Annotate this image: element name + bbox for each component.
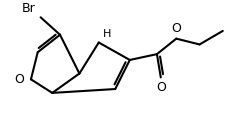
Text: O: O	[171, 22, 181, 35]
Text: Br: Br	[22, 2, 36, 15]
Text: O: O	[156, 81, 166, 94]
Text: H: H	[103, 29, 111, 39]
Text: O: O	[14, 73, 24, 86]
